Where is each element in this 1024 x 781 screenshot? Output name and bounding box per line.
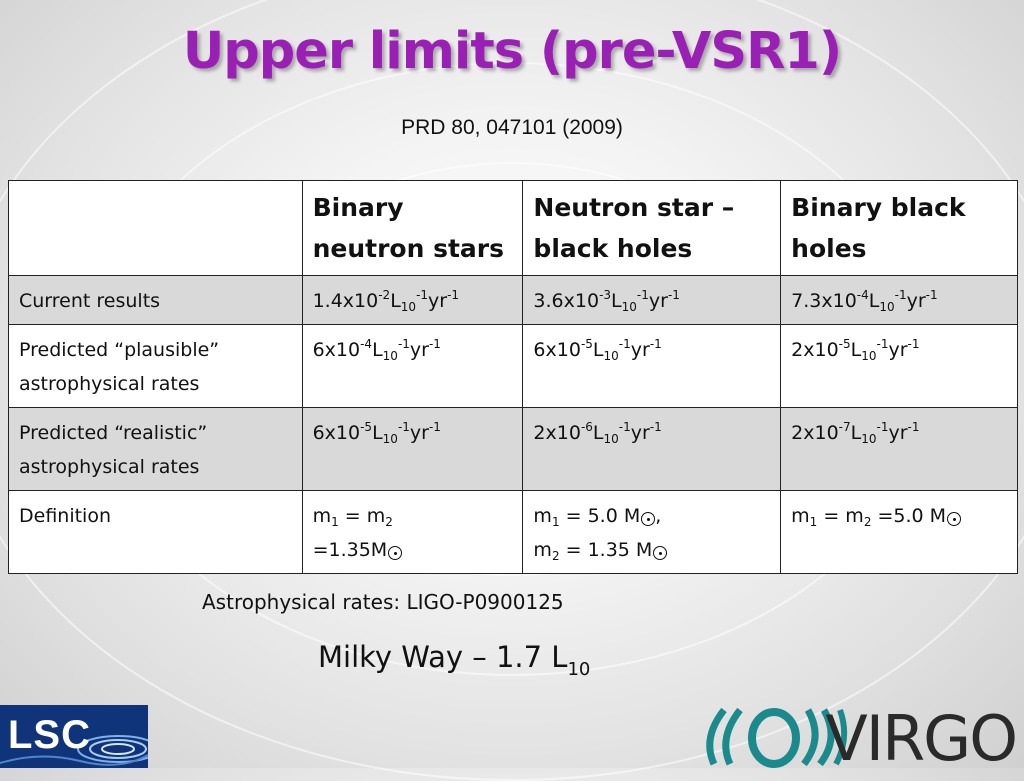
header-neutron-star-black-holes: Neutron star – black holes [522, 180, 782, 276]
lsc-logo-text: LSC [8, 713, 91, 757]
row-label: Predicted “plausible” astrophysical rate… [8, 324, 303, 408]
solar-mass-symbol-icon [388, 546, 403, 560]
table-row-current-results: Current results 1.4x10-2L10-1yr-1 3.6x10… [8, 275, 1018, 325]
rate-cell: 6x10-5L10-1yr-1 [522, 324, 782, 408]
rate-cell: 6x10-4L10-1yr-1 [301, 324, 524, 408]
header-empty-cell [8, 180, 303, 276]
header-binary-neutron-stars: Binary neutron stars [301, 180, 524, 276]
virgo-logo-text: VIRGO [825, 702, 1018, 775]
rate-cell: 2x10-6L10-1yr-1 [522, 407, 782, 491]
slide-title: Upper limits (pre-VSR1) [182, 22, 842, 81]
rate-cell: 7.3x10-4L10-1yr-1 [780, 275, 1018, 325]
rate-cell: 6x10-5L10-1yr-1 [301, 407, 524, 491]
slide-reference: PRD 80, 047101 (2009) [401, 116, 623, 139]
table-row-realistic-rates: Predicted “realistic” astrophysical rate… [8, 407, 1018, 491]
rate-cell: 2x10-5L10-1yr-1 [780, 324, 1018, 408]
table-row-plausible-rates: Predicted “plausible” astrophysical rate… [8, 324, 1018, 408]
solar-mass-symbol-icon [947, 512, 962, 526]
solar-mass-symbol-icon [641, 512, 656, 526]
row-label: Definition [8, 490, 303, 574]
virgo-mark-icon [706, 707, 848, 768]
definition-cell-nsbh: m1 = 5.0 M, m2 = 1.35 M [522, 490, 782, 574]
rate-cell: 3.6x10-3L10-1yr-1 [522, 275, 782, 325]
rate-cell: 1.4x10-2L10-1yr-1 [301, 275, 524, 325]
rate-cell: 2x10-7L10-1yr-1 [780, 407, 1018, 491]
table-header-row: Binary neutron stars Neutron star – blac… [8, 180, 1018, 276]
lsc-logo: LSC [0, 705, 148, 768]
astrophysical-rates-note: Astrophysical rates: LIGO-P0900125 [202, 590, 564, 614]
virgo-logo: VIRGO [700, 702, 1020, 775]
header-binary-black-holes: Binary black holes [780, 180, 1018, 276]
table-row-definition: Definition m1 = m2 =1.35M m1 = 5.0 M, m2 =… [8, 490, 1018, 574]
row-label: Predicted “realistic” astrophysical rate… [8, 407, 303, 491]
definition-cell-bbh: m1 = m2 =5.0 M [780, 490, 1018, 574]
milky-way-note: Milky Way – 1.7 L10 [318, 640, 591, 680]
row-label: Current results [8, 275, 303, 325]
solar-mass-symbol-icon [653, 546, 668, 560]
upper-limits-table: Binary neutron stars Neutron star – blac… [8, 180, 1018, 574]
definition-cell-bns: m1 = m2 =1.35M [301, 490, 524, 574]
lsc-wave-icon [0, 735, 148, 766]
